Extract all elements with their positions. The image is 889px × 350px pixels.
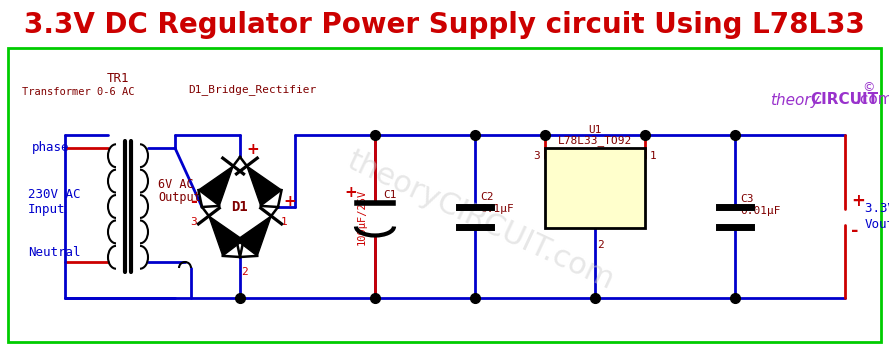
Text: Neutral: Neutral xyxy=(28,245,81,259)
Text: 6V AC: 6V AC xyxy=(158,178,194,191)
Text: 0.01μF: 0.01μF xyxy=(740,205,781,216)
Text: VI: VI xyxy=(549,160,565,173)
Text: 0.1μF: 0.1μF xyxy=(480,203,514,214)
Text: 3.3V DC: 3.3V DC xyxy=(865,202,889,215)
Text: theory: theory xyxy=(770,92,820,107)
Polygon shape xyxy=(198,166,233,206)
Text: 2: 2 xyxy=(597,240,604,250)
Text: ©: © xyxy=(861,82,874,95)
Text: 100μF/25V: 100μF/25V xyxy=(357,188,367,245)
Text: CIRCUIT: CIRCUIT xyxy=(810,92,878,107)
Text: .com: .com xyxy=(855,92,889,107)
Text: +: + xyxy=(246,141,259,156)
Text: D1: D1 xyxy=(232,200,248,214)
Text: +: + xyxy=(851,191,865,210)
Polygon shape xyxy=(236,216,271,256)
Polygon shape xyxy=(209,216,244,256)
Text: Input: Input xyxy=(28,203,66,217)
Text: +: + xyxy=(283,195,296,210)
Text: GND: GND xyxy=(589,187,602,209)
Text: TR1: TR1 xyxy=(107,71,129,84)
Polygon shape xyxy=(247,166,282,206)
Text: theoryCIRCUIT.com: theoryCIRCUIT.com xyxy=(342,145,618,295)
Bar xyxy=(545,148,645,228)
Text: 3: 3 xyxy=(190,217,197,227)
Text: C3: C3 xyxy=(740,194,754,203)
Text: V0: V0 xyxy=(623,160,638,173)
Text: +: + xyxy=(345,185,357,200)
Text: C1: C1 xyxy=(383,189,396,200)
Text: U1: U1 xyxy=(589,125,602,135)
Text: Transformer 0-6 AC: Transformer 0-6 AC xyxy=(21,87,134,97)
Text: L78L33_TO92: L78L33_TO92 xyxy=(558,135,632,146)
Text: D1_Bridge_Rectifier: D1_Bridge_Rectifier xyxy=(188,85,316,96)
Text: 3.3V DC Regulator Power Supply circuit Using L78L33: 3.3V DC Regulator Power Supply circuit U… xyxy=(24,11,864,39)
Text: 1: 1 xyxy=(281,217,288,227)
Text: 3: 3 xyxy=(533,151,540,161)
Text: 1: 1 xyxy=(650,151,657,161)
Text: 2: 2 xyxy=(242,267,248,277)
Text: Output: Output xyxy=(158,191,201,204)
Text: Vout: Vout xyxy=(865,218,889,231)
Text: 230V AC: 230V AC xyxy=(28,189,81,202)
Text: C2: C2 xyxy=(480,191,493,202)
Text: -: - xyxy=(190,193,197,211)
Text: -: - xyxy=(851,222,859,239)
Text: phase: phase xyxy=(32,141,69,154)
Bar xyxy=(8,48,881,342)
